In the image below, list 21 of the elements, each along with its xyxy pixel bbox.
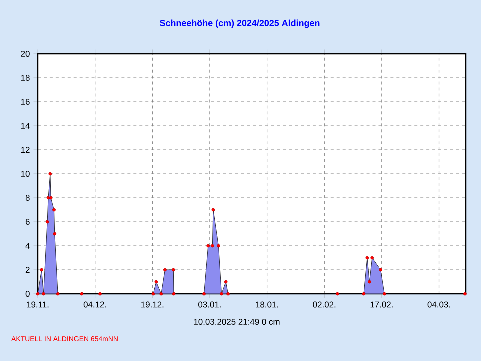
chart-title: Schneehöhe (cm) 2024/2025 Aldingen <box>160 20 320 28</box>
y-tick-label: 6 <box>26 219 30 225</box>
x-tick-label: 02.02. <box>313 302 336 308</box>
x-tick-label: 19.12. <box>142 302 164 308</box>
y-tick-label: 0 <box>26 291 30 297</box>
y-tick-label: 2 <box>26 267 30 273</box>
x-tick-label: 17.02. <box>370 302 393 308</box>
y-tick-label: 16 <box>21 99 30 105</box>
x-tick-label: 18.01. <box>256 302 278 308</box>
x-tick-label: 19.11. <box>27 302 49 308</box>
y-tick-label: 8 <box>26 195 30 201</box>
text: 10.03.2025 21:49 0 cm <box>194 319 280 325</box>
y-tick-label: 10 <box>21 171 30 177</box>
y-tick-label: 14 <box>21 123 30 129</box>
y-tick-label: 20 <box>21 51 30 57</box>
x-tick-label: 04.12. <box>84 302 106 308</box>
y-tick-label: 18 <box>21 75 30 81</box>
x-tick-label: 04.03. <box>428 302 450 308</box>
y-tick-label: 12 <box>21 147 30 153</box>
x-tick-label: 03.01. <box>198 302 221 308</box>
y-tick-label: 4 <box>26 243 30 249</box>
